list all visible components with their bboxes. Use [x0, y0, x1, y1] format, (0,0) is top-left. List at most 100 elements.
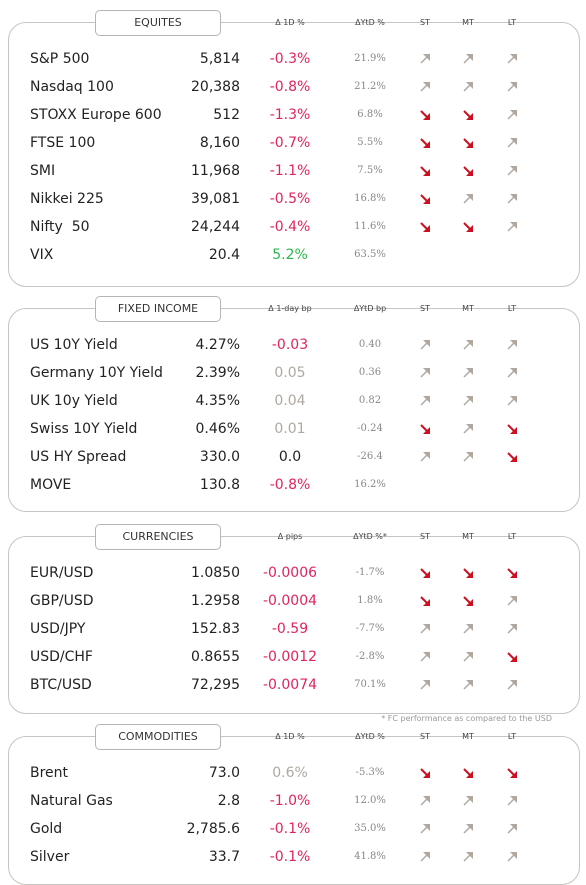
trend-arrow [420, 54, 430, 64]
row-value: 130.8 [199, 477, 240, 493]
trend-arrow [463, 768, 473, 778]
trend-arrow [420, 138, 430, 148]
trend-arrow [463, 110, 473, 120]
column-header: Δ 1D % [275, 732, 305, 741]
row-ytd: -26.4 [357, 451, 383, 462]
row-value: 8,160 [199, 135, 240, 151]
row-ytd: 11.6% [354, 221, 386, 232]
trend-arrow [420, 222, 430, 232]
row-name: Silver [30, 849, 70, 865]
trend-arrow [420, 624, 430, 634]
trend-arrow [463, 680, 473, 690]
column-header: ST [420, 732, 430, 741]
trend-arrow [507, 166, 517, 176]
row-ytd: 63.5% [354, 249, 386, 260]
trend-arrow [420, 652, 430, 662]
column-header: ST [420, 532, 430, 541]
row-ytd: -5.3% [355, 767, 385, 778]
row-ytd: 70.1% [354, 679, 386, 690]
row-change: -0.03 [271, 337, 309, 353]
trend-arrow [463, 340, 473, 350]
column-header: ST [420, 18, 430, 27]
row-value: 152.83 [191, 621, 240, 637]
row-value: 4.35% [195, 393, 240, 409]
row-name: US 10Y Yield [30, 337, 118, 353]
row-name: Germany 10Y Yield [30, 365, 163, 381]
row-value: 0.8655 [191, 649, 240, 665]
row-name: STOXX Europe 600 [30, 107, 162, 123]
trend-arrow [507, 852, 517, 862]
row-value: 72,295 [191, 677, 240, 693]
trend-arrow [507, 222, 517, 232]
column-header: MT [462, 532, 474, 541]
trend-arrow [463, 652, 473, 662]
row-ytd: -0.24 [357, 423, 383, 434]
row-change: 0.0 [278, 449, 302, 465]
trend-arrow [507, 824, 517, 834]
row-ytd: 7.5% [357, 165, 383, 176]
row-change: -1.0% [269, 793, 311, 809]
trend-arrow [463, 194, 473, 204]
row-change: -0.7% [269, 135, 311, 151]
section-title: EQUITES [95, 10, 221, 36]
trend-arrow [463, 596, 473, 606]
row-change: -0.0074 [262, 677, 318, 693]
row-change: -0.0006 [262, 565, 318, 581]
column-header: ΔYtD % [355, 732, 385, 741]
row-ytd: -1.7% [355, 567, 385, 578]
row-value: 20,388 [191, 79, 240, 95]
trend-arrow [420, 452, 430, 462]
trend-arrow [463, 624, 473, 634]
section-box [8, 536, 580, 714]
trend-arrow [463, 568, 473, 578]
trend-arrow [420, 166, 430, 176]
trend-arrow [420, 340, 430, 350]
trend-arrow [420, 596, 430, 606]
row-value: 20.4 [208, 247, 240, 263]
row-change: -0.1% [269, 849, 311, 865]
column-header: ΔYtD %* [353, 532, 387, 541]
column-header: ΔYtD bp [353, 304, 387, 313]
column-header: Δ pips [277, 532, 303, 541]
section-title: COMMODITIES [95, 724, 221, 750]
row-value: 39,081 [191, 191, 240, 207]
row-name: SMI [30, 163, 56, 179]
row-value: 11,968 [191, 163, 240, 179]
trend-arrow [420, 852, 430, 862]
trend-arrow [420, 424, 430, 434]
row-ytd: 1.8% [357, 595, 383, 606]
row-ytd: 0.36 [358, 367, 382, 378]
section-title: FIXED INCOME [95, 296, 221, 322]
row-change: -1.1% [269, 163, 311, 179]
trend-arrow [507, 424, 517, 434]
trend-arrow [463, 82, 473, 92]
row-ytd: 41.8% [354, 851, 386, 862]
row-ytd: 6.8% [357, 109, 383, 120]
row-ytd: -7.7% [355, 623, 385, 634]
trend-arrow [507, 680, 517, 690]
row-name: USD/CHF [30, 649, 93, 665]
row-value: 512 [213, 107, 240, 123]
row-value: 33.7 [208, 849, 240, 865]
column-header: MT [462, 18, 474, 27]
row-name: S&P 500 [30, 51, 90, 67]
trend-arrow [463, 368, 473, 378]
trend-arrow [420, 680, 430, 690]
column-header: MT [462, 732, 474, 741]
row-name: Natural Gas [30, 793, 113, 809]
column-header: LT [507, 18, 517, 27]
row-change: -0.8% [269, 477, 311, 493]
row-change: -0.5% [269, 191, 311, 207]
trend-arrow [463, 452, 473, 462]
trend-arrow [507, 194, 517, 204]
row-name: FTSE 100 [30, 135, 96, 151]
trend-arrow [420, 110, 430, 120]
row-ytd: 12.0% [354, 795, 386, 806]
column-header: ΔYtD % [355, 18, 385, 27]
trend-arrow [420, 768, 430, 778]
row-value: 1.0850 [191, 565, 240, 581]
row-ytd: 0.40 [358, 339, 382, 350]
row-value: 5,814 [199, 51, 240, 67]
section-box [8, 22, 580, 287]
